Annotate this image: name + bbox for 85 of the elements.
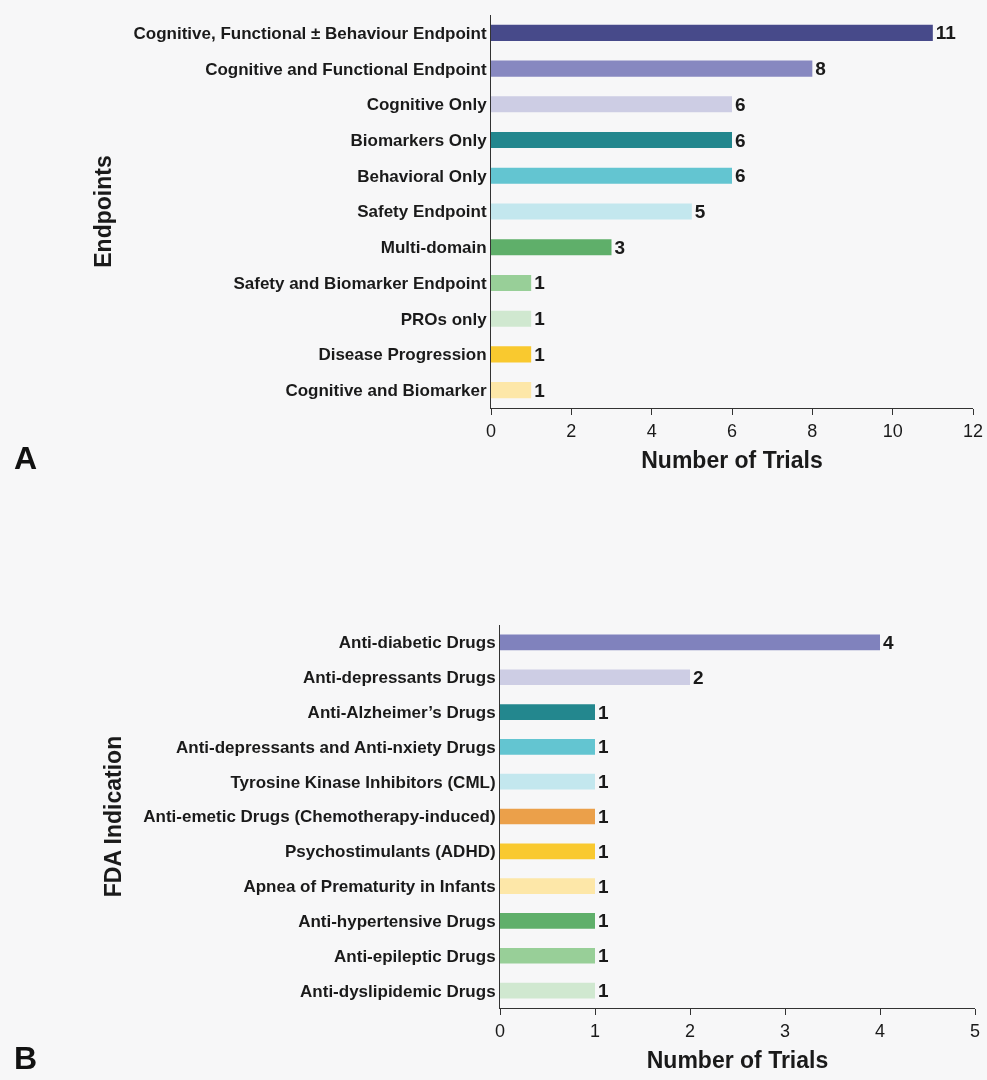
y-tick-label: Cognitive and Biomarker	[285, 381, 487, 401]
y-tick-label: Anti-depressants and Anti-nxiety Drugs	[176, 737, 496, 757]
x-tick-label: 5	[969, 1020, 981, 1041]
bar	[500, 669, 690, 686]
bar	[491, 382, 532, 399]
x-tick-label: 0	[485, 420, 497, 441]
bar	[491, 132, 732, 149]
data-label: 3	[614, 236, 626, 258]
data-label: 1	[598, 980, 609, 1002]
x-tick-label: 0	[494, 1020, 506, 1041]
y-axis-title: FDA Indication	[99, 735, 126, 898]
bar	[500, 739, 595, 755]
x-tick-label: 3	[779, 1020, 791, 1041]
bar	[500, 634, 880, 651]
x-tick-label: 2	[684, 1020, 696, 1041]
x-tick-label: 12	[962, 420, 984, 441]
bar	[491, 203, 692, 220]
data-label: 2	[693, 666, 704, 688]
y-tick-label: Behavioral Only	[357, 166, 488, 186]
x-tick-label: 4	[874, 1020, 886, 1041]
bar	[491, 239, 612, 256]
y-tick-label: Anti-diabetic Drugs	[338, 633, 496, 653]
data-label: 6	[735, 165, 746, 187]
y-tick-label: Apnea of Prematurity in Infants	[243, 877, 496, 897]
bar	[491, 96, 732, 113]
bar	[500, 982, 595, 999]
x-tick-label: 6	[726, 420, 738, 441]
data-label: 6	[735, 129, 746, 151]
data-label: 1	[534, 272, 546, 294]
data-label: 1	[534, 308, 546, 330]
y-tick-label: Tyrosine Kinase Inhibitors (CML)	[230, 772, 496, 792]
x-tick-label: 8	[807, 420, 818, 441]
data-label: 1	[598, 840, 609, 862]
x-tick-label: 1	[589, 1020, 601, 1041]
text: B	[14, 1040, 38, 1076]
data-label: 1	[598, 771, 609, 793]
x-tick-label: 4	[646, 420, 657, 441]
data-label: 4	[883, 631, 894, 653]
y-tick-label: Disease Progression	[318, 345, 487, 365]
data-label: 1	[534, 343, 546, 365]
x-axis-title: Number of Trials	[641, 447, 823, 474]
y-tick-label: Anti-epileptic Drugs	[334, 946, 496, 966]
bar	[491, 60, 813, 77]
data-label: 1	[598, 945, 609, 967]
bar	[500, 843, 595, 860]
data-label: 11	[935, 22, 957, 44]
y-tick-label: Safety and Biomarker Endpoint	[233, 273, 487, 293]
bar	[500, 913, 595, 929]
data-label: 8	[815, 58, 826, 80]
x-tick-label: 10	[882, 420, 903, 441]
y-tick-label: Cognitive and Functional Endpoint	[205, 59, 487, 79]
bar	[500, 947, 595, 964]
y-tick-label: Anti-emetic Drugs (Chemotherapy-induced)	[143, 807, 496, 827]
y-tick-label: Anti-Alzheimer’s Drugs	[307, 703, 496, 722]
x-axis-title: Number of Trials	[646, 1047, 829, 1074]
y-axis-title: Endpoints	[89, 155, 116, 268]
y-tick-label: Multi-domain	[380, 238, 487, 258]
x-tick-label: 2	[566, 420, 577, 441]
y-tick-label: Safety Endpoint	[357, 202, 487, 222]
bar	[491, 274, 532, 291]
y-tick-label: Cognitive, Functional ± Behaviour Endpoint	[133, 23, 487, 43]
y-tick-label: Psychostimulants (ADHD)	[284, 842, 496, 862]
y-tick-label: Anti-dyslipidemic Drugs	[300, 981, 496, 1001]
bar	[500, 704, 595, 720]
bar	[491, 167, 732, 184]
data-label: 1	[598, 910, 609, 932]
data-label: 6	[735, 93, 746, 115]
text: A	[14, 440, 38, 476]
data-label: 1	[598, 875, 609, 897]
bar	[500, 808, 595, 825]
y-tick-label: Anti-hypertensive Drugs	[298, 911, 496, 931]
y-tick-label: Biomarkers Only	[350, 131, 488, 150]
y-tick-label: PROs only	[400, 309, 488, 329]
bar	[491, 346, 532, 363]
bar	[500, 773, 595, 790]
bar	[491, 24, 933, 41]
data-label: 1	[598, 736, 609, 758]
data-label: 1	[534, 379, 546, 401]
y-tick-label: Cognitive Only	[366, 95, 488, 115]
data-label: 1	[598, 701, 609, 723]
data-label: 5	[694, 201, 706, 222]
y-tick-label: Anti-depressants Drugs	[302, 668, 496, 688]
bar	[500, 878, 595, 894]
data-label: 1	[598, 806, 609, 827]
bar	[491, 310, 532, 327]
